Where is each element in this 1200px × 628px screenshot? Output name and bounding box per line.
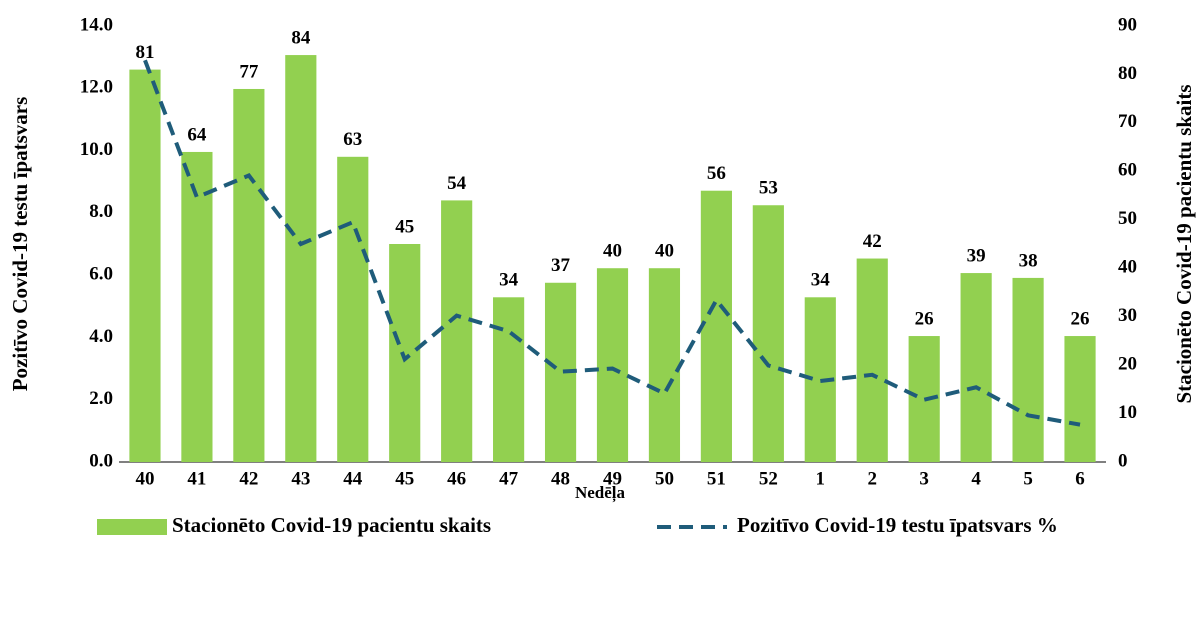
data-label: 84 [291, 27, 311, 48]
bar [389, 244, 421, 462]
data-label: 40 [603, 241, 622, 262]
data-label: 39 [967, 245, 986, 266]
bar [752, 205, 784, 462]
data-label: 77 [239, 61, 259, 82]
y2-axis-title: Stacionēto Covid-19 pacientu skaits [1172, 84, 1196, 403]
x-tick-label: 44 [343, 468, 363, 489]
y-tick-label: 4.0 [89, 326, 113, 347]
x-tick-label: 45 [395, 468, 414, 489]
x-tick-label: 48 [551, 468, 570, 489]
bar [1064, 336, 1096, 462]
data-label: 45 [395, 216, 414, 237]
bar [493, 297, 525, 462]
x-axis-title: Nedēļa [575, 483, 626, 503]
data-label: 63 [343, 129, 362, 150]
line [143, 59, 1081, 427]
legend-label: Stacionēto Covid-19 pacientu skaits [172, 513, 491, 537]
y2-tick-label: 30 [1118, 305, 1137, 326]
bar [285, 55, 317, 463]
data-label: 81 [135, 42, 154, 63]
x-tick-label: 42 [239, 468, 258, 489]
bar [960, 273, 992, 462]
bar [129, 69, 161, 462]
y-tick-label: 2.0 [89, 388, 113, 409]
data-label: 34 [499, 270, 519, 291]
x-tick-label: 46 [447, 468, 466, 489]
y-tick-label: 8.0 [89, 201, 113, 222]
x-tick-label: 47 [499, 468, 519, 489]
data-label: 26 [915, 308, 934, 329]
y2-tick-label: 90 [1118, 14, 1137, 35]
bar [648, 268, 681, 462]
y2-tick-label: 60 [1118, 160, 1137, 181]
legend-label: Pozitīvo Covid-19 testu īpatsvars % [737, 513, 1058, 537]
data-label: 40 [655, 241, 674, 262]
y2-tick-label: 20 [1118, 353, 1137, 374]
data-label: 42 [863, 231, 882, 252]
bar [856, 258, 888, 462]
bar [337, 156, 369, 463]
y-tick-label: 12.0 [80, 77, 113, 98]
x-tick-label: 50 [655, 468, 674, 489]
y2-tick-label: 0 [1118, 450, 1128, 471]
x-tick-label: 40 [135, 468, 154, 489]
x-tick-label: 3 [919, 468, 929, 489]
y2-tick-label: 10 [1118, 402, 1137, 423]
x-tick-label: 4 [971, 468, 981, 489]
bar [181, 151, 213, 462]
data-label: 38 [1019, 250, 1038, 271]
bar [233, 88, 265, 462]
x-tick-label: 51 [707, 468, 726, 489]
y2-tick-label: 50 [1118, 208, 1137, 229]
legend-swatch [97, 519, 167, 535]
x-tick-label: 1 [816, 468, 826, 489]
x-tick-label: 2 [867, 468, 877, 489]
data-label: 64 [187, 124, 207, 145]
data-label: 26 [1071, 308, 1090, 329]
x-tick-label: 41 [187, 468, 206, 489]
y-tick-label: 0.0 [89, 450, 113, 471]
y2-tick-label: 40 [1118, 257, 1137, 278]
bar [700, 190, 732, 462]
data-label: 34 [811, 270, 831, 291]
bar [596, 268, 629, 462]
y-axis-title: Pozitīvo Covid-19 testu īpatsvars [8, 97, 32, 392]
y-tick-label: 6.0 [89, 264, 113, 285]
bar [441, 200, 473, 462]
y-tick-label: 14.0 [80, 14, 113, 35]
x-tick-label: 5 [1023, 468, 1033, 489]
data-label: 37 [551, 255, 571, 276]
data-label: 56 [707, 163, 726, 184]
x-tick-label: 49 [603, 468, 622, 489]
x-tick-label: 6 [1075, 468, 1085, 489]
y-tick-label: 10.0 [80, 139, 113, 160]
data-label: 54 [447, 173, 467, 194]
data-label: 53 [759, 178, 778, 199]
y2-tick-label: 70 [1118, 111, 1137, 132]
x-tick-label: 52 [759, 468, 778, 489]
x-tick-label: 43 [291, 468, 310, 489]
bar [1012, 277, 1044, 462]
y2-tick-label: 80 [1118, 63, 1137, 84]
